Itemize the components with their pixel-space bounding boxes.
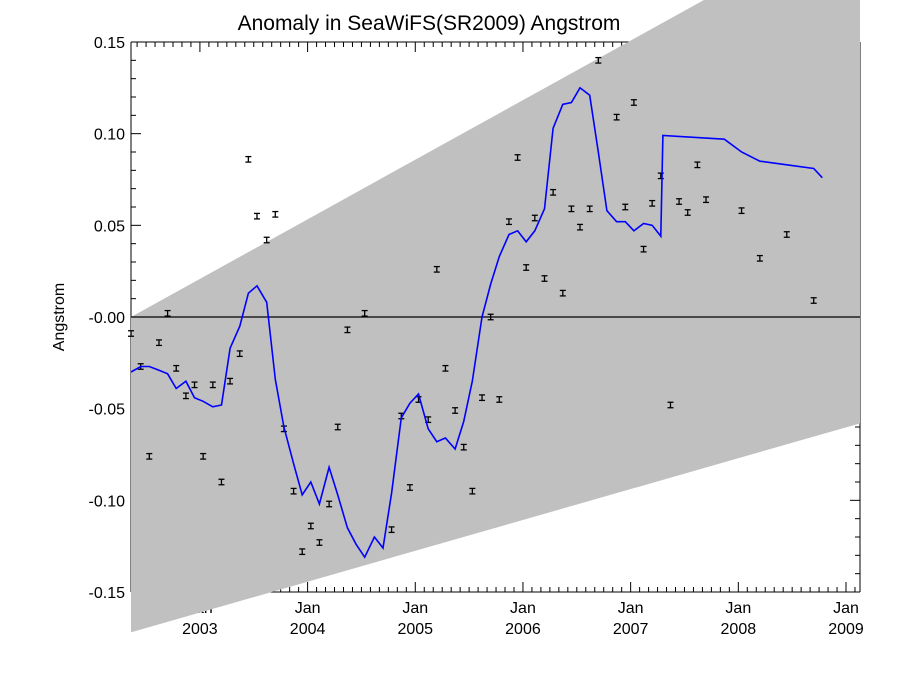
data-point-15 bbox=[263, 236, 270, 244]
data-point-22 bbox=[326, 500, 333, 508]
data-point-34 bbox=[460, 443, 467, 451]
data-point-47 bbox=[577, 223, 584, 231]
data-point-45 bbox=[559, 289, 566, 297]
data-point-31 bbox=[433, 265, 440, 273]
data-point-50 bbox=[613, 113, 620, 121]
data-point-20 bbox=[307, 522, 314, 530]
y-tick-label: -0.15 bbox=[89, 585, 126, 602]
data-point-8 bbox=[200, 452, 207, 460]
confidence-band bbox=[131, 0, 860, 632]
data-point-19 bbox=[299, 548, 306, 556]
x-tick-year-label: 2009 bbox=[828, 621, 864, 638]
data-point-7 bbox=[191, 381, 198, 389]
data-point-63 bbox=[783, 231, 790, 238]
data-point-16 bbox=[272, 210, 279, 218]
y-axis-title: Angstrom bbox=[51, 283, 68, 351]
data-point-23 bbox=[334, 423, 341, 431]
y-tick-label: -0.05 bbox=[89, 402, 126, 419]
x-tick-year-label: 2004 bbox=[290, 621, 326, 638]
data-point-57 bbox=[676, 198, 683, 205]
y-tick-label: 0.10 bbox=[94, 127, 125, 144]
x-tick-month-label: Jan bbox=[833, 600, 859, 617]
data-point-40 bbox=[514, 154, 521, 161]
data-point-44 bbox=[550, 188, 557, 196]
data-point-46 bbox=[568, 205, 575, 213]
x-tick-year-label: 2008 bbox=[721, 621, 757, 638]
data-point-13 bbox=[245, 155, 252, 163]
data-point-25 bbox=[361, 309, 368, 317]
data-point-39 bbox=[505, 218, 512, 226]
x-tick-month-label: Jan bbox=[402, 600, 428, 617]
data-point-12 bbox=[236, 350, 243, 358]
data-point-2 bbox=[146, 452, 153, 460]
data-point-48 bbox=[586, 205, 593, 213]
data-point-14 bbox=[253, 212, 260, 220]
data-point-38 bbox=[496, 396, 503, 403]
data-point-33 bbox=[452, 407, 459, 414]
x-tick-month-label: Jan bbox=[295, 600, 321, 617]
data-point-52 bbox=[630, 99, 637, 106]
x-tick-month-label: Jan bbox=[510, 600, 536, 617]
data-point-35 bbox=[469, 487, 476, 495]
x-tick-year-label: 2003 bbox=[182, 621, 218, 638]
data-point-21 bbox=[316, 539, 323, 546]
chart-title: Anomaly in SeaWiFS(SR2009) Angstrom bbox=[238, 12, 621, 35]
data-point-64 bbox=[810, 297, 817, 304]
data-point-54 bbox=[649, 199, 656, 207]
data-point-62 bbox=[756, 254, 763, 262]
data-point-60 bbox=[703, 196, 710, 204]
data-point-61 bbox=[738, 207, 745, 215]
data-point-59 bbox=[694, 161, 701, 169]
data-point-56 bbox=[667, 401, 674, 409]
data-point-37 bbox=[487, 313, 494, 321]
y-tick-label: -0.10 bbox=[89, 493, 126, 510]
axes: 0.15 0.10 0.05 -0.00 -0.05 -0.10 -0.15 Jan 2003 J… bbox=[89, 35, 864, 638]
data-point-43 bbox=[541, 275, 548, 282]
data-point-9 bbox=[209, 381, 216, 389]
band-polygon bbox=[131, 0, 860, 632]
data-point-11 bbox=[227, 377, 234, 385]
data-point-49 bbox=[595, 56, 602, 64]
data-point-58 bbox=[684, 209, 691, 216]
data-point-0 bbox=[128, 330, 134, 337]
x-tick-month-label: Jan bbox=[618, 600, 644, 617]
data-point-5 bbox=[173, 364, 180, 372]
data-point-10 bbox=[218, 478, 225, 486]
data-point-51 bbox=[622, 203, 629, 211]
data-point-32 bbox=[442, 364, 449, 372]
data-point-28 bbox=[406, 484, 413, 491]
smoothed-line-layer bbox=[130, 86, 823, 559]
x-tick-year-label: 2005 bbox=[397, 621, 433, 638]
data-point-36 bbox=[479, 394, 486, 402]
y-tick-label: 0.15 bbox=[94, 35, 125, 52]
x-tick-year-label: 2006 bbox=[505, 621, 541, 638]
data-point-41 bbox=[523, 264, 530, 271]
data-point-53 bbox=[640, 245, 647, 253]
data-point-6 bbox=[182, 392, 189, 400]
smoothed-anomaly-line bbox=[130, 86, 823, 559]
data-point-42 bbox=[531, 214, 538, 222]
data-point-3 bbox=[155, 339, 162, 347]
y-tick-label: -0.00 bbox=[89, 310, 126, 327]
data-point-4 bbox=[164, 309, 171, 317]
data-point-24 bbox=[344, 326, 351, 334]
x-tick-month-label: Jan bbox=[725, 600, 751, 617]
data-point-26 bbox=[388, 526, 395, 534]
data-point-18 bbox=[290, 487, 297, 495]
x-tick-year-label: 2007 bbox=[613, 621, 649, 638]
y-tick-label: 0.05 bbox=[94, 218, 125, 235]
